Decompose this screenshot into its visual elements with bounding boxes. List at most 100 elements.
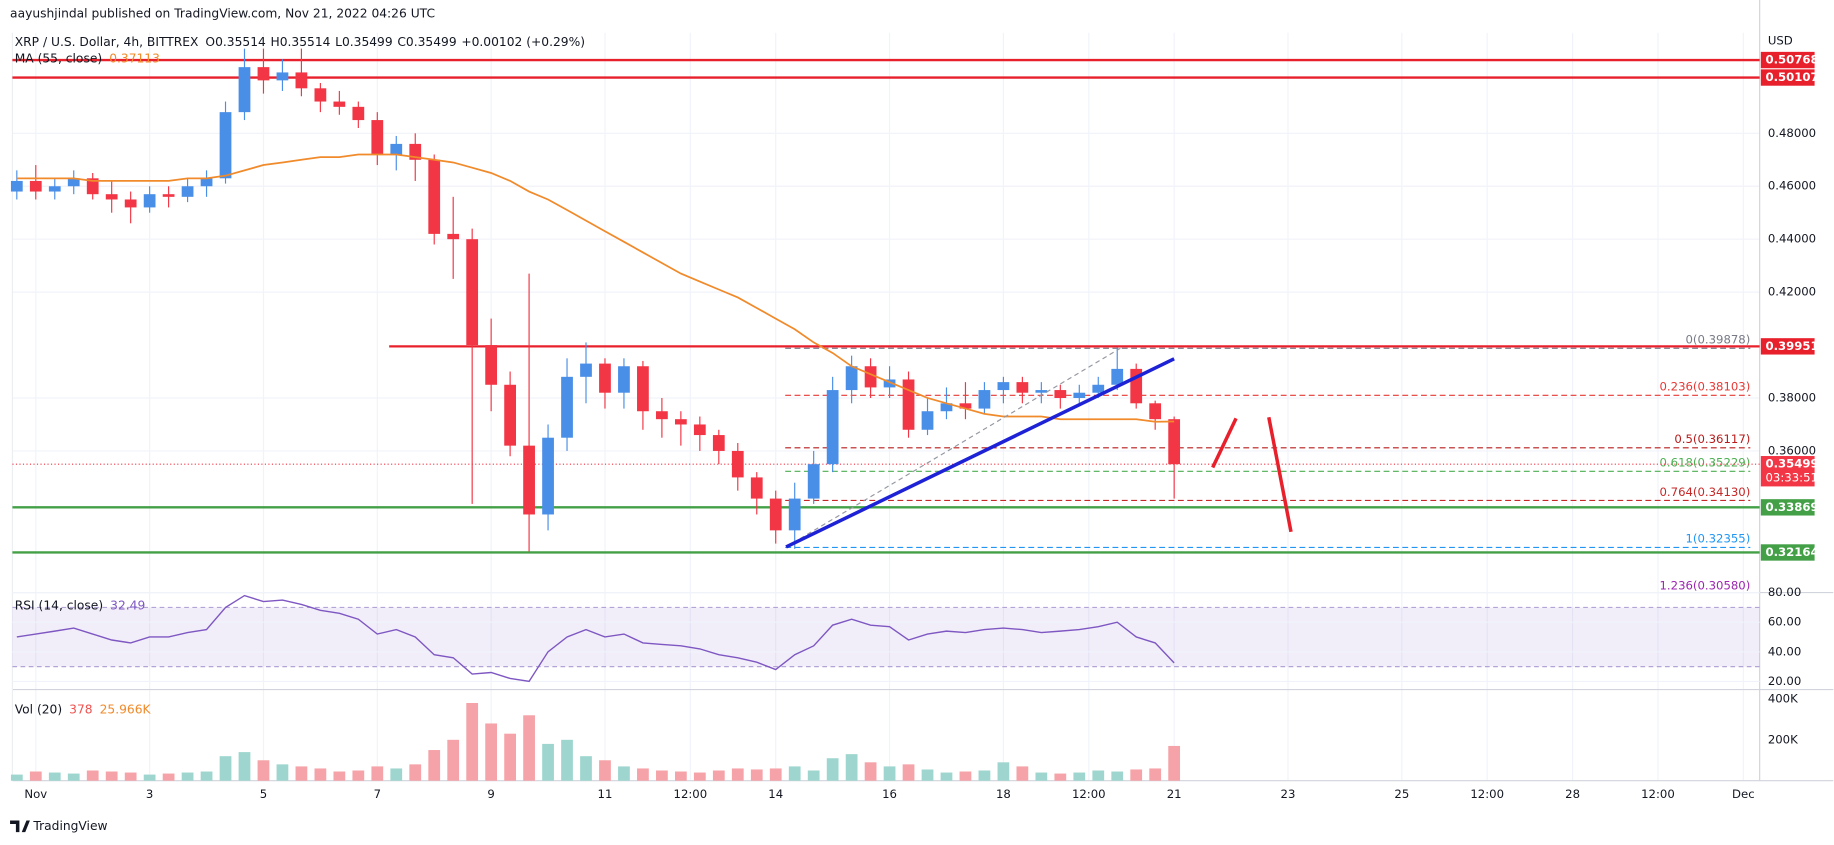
candle-body [997, 382, 1010, 391]
candle-body [693, 424, 706, 436]
candle-body [1168, 419, 1181, 465]
candle-body [542, 437, 554, 515]
candle-body [750, 477, 763, 499]
rsi-legend: RSI (14, close) 32.49 [15, 598, 146, 612]
volume-bar [352, 770, 365, 781]
candle-body [1035, 390, 1048, 393]
candle-body [276, 72, 289, 81]
ohlc: C0.35499 [397, 35, 456, 49]
volume-bar [67, 773, 80, 781]
y-tick-label: 0.44000 [1768, 232, 1816, 246]
candle-body [143, 194, 156, 208]
currency: USD [1768, 33, 1793, 47]
volume-bar [921, 769, 934, 781]
x-tick-label: Dec [1732, 787, 1755, 801]
volume-bar [826, 758, 839, 781]
fib-label: 1.236(0.30580) [1660, 579, 1751, 593]
candle-body [1130, 368, 1143, 404]
ma-name: MA (55, close) [15, 51, 102, 65]
vol-value: 378 [69, 702, 92, 716]
rsi-tick-label: 80.00 [1768, 585, 1801, 599]
trend-line [785, 357, 1175, 549]
y-tick-label: 0.46000 [1768, 179, 1816, 193]
price-tag-label: 0.35499 [1766, 457, 1819, 471]
candle-body [656, 411, 668, 420]
volume-bar [295, 766, 308, 781]
ma-value: 0.37113 [109, 51, 160, 65]
candle-body [580, 363, 592, 377]
rsi-tick-label: 40.00 [1768, 644, 1801, 658]
volume-bar [940, 772, 953, 781]
volume-bar [750, 769, 763, 781]
y-tick-label: 0.48000 [1768, 126, 1816, 140]
volume-bar [29, 771, 42, 781]
volume-bar [864, 762, 877, 781]
candle-body [352, 106, 365, 121]
volume-bar [219, 756, 232, 781]
price-tag [1760, 499, 1815, 516]
candle-body [219, 112, 232, 179]
candle-body [959, 403, 972, 409]
candle-body [67, 178, 80, 187]
x-tick-label: 12:00 [1470, 787, 1504, 801]
symbol: XRP / U.S. Dollar, 4h, BITTREX [15, 35, 199, 49]
candle-body [162, 194, 175, 197]
rsi-band [12, 607, 1760, 667]
candle-body [523, 445, 535, 515]
volume-bar [409, 764, 422, 781]
volume-bar [997, 762, 1010, 781]
y-tick-label: 0.36000 [1768, 443, 1816, 457]
x-tick-label: 7 [374, 787, 381, 801]
volume-bar [674, 771, 687, 781]
candle-body [978, 390, 991, 409]
volume-bar [656, 770, 668, 781]
candle-body [447, 233, 460, 240]
vol-legend: Vol (20) 378 25.966K [15, 702, 152, 716]
x-tick-label: 28 [1565, 787, 1580, 801]
volume-bar [788, 766, 801, 781]
candle-body [637, 366, 649, 412]
candle-body [238, 67, 251, 113]
candle-body [314, 88, 327, 102]
arrow-down [1267, 416, 1293, 533]
volume-bar [845, 754, 858, 781]
volume-bar [504, 733, 516, 781]
volume-bar [428, 750, 441, 781]
candle-body [845, 366, 858, 391]
candle-body [826, 390, 839, 465]
countdown: 03:33:51 [1766, 471, 1818, 485]
candle-body [257, 67, 270, 81]
candle-body [731, 450, 744, 478]
x-tick-label: 12:00 [674, 787, 708, 801]
volume-bar [902, 764, 915, 781]
x-tick-label: 18 [996, 787, 1011, 801]
candle-body [864, 366, 877, 388]
candle-body [295, 72, 308, 89]
ma-line [16, 153, 1175, 423]
volume-bar [390, 768, 403, 781]
publisher: aayushjindal published on TradingView.co… [10, 7, 435, 21]
price-tag [1760, 51, 1815, 69]
volume-bar [693, 772, 706, 781]
volume-bar [143, 774, 156, 781]
brand-logo [10, 820, 30, 833]
plot: Nov 3 5 7 9 11 12:00 14 16 18 12:00 21 23 25 12:00 28 12… [10, 0, 1834, 801]
x-tick-label: Nov [24, 787, 47, 801]
candle-body [921, 411, 934, 430]
x-tick-label: 21 [1167, 787, 1182, 801]
ma-legend: MA (55, close) 0.37113 [15, 51, 160, 65]
rsi-line [16, 594, 1175, 683]
candle-body [561, 376, 573, 438]
price-tag [1760, 69, 1815, 86]
volume-bar [580, 756, 592, 781]
price-tag-label: 0.33869 [1766, 500, 1819, 514]
candle-body [181, 186, 194, 197]
candle-body [428, 159, 441, 234]
y-tick-label: 0.38000 [1768, 391, 1816, 405]
volume-bar [599, 760, 611, 781]
fib-label: 0.5(0.36117) [1674, 432, 1750, 446]
volume-bar [162, 773, 175, 781]
price-tag [1760, 338, 1815, 355]
